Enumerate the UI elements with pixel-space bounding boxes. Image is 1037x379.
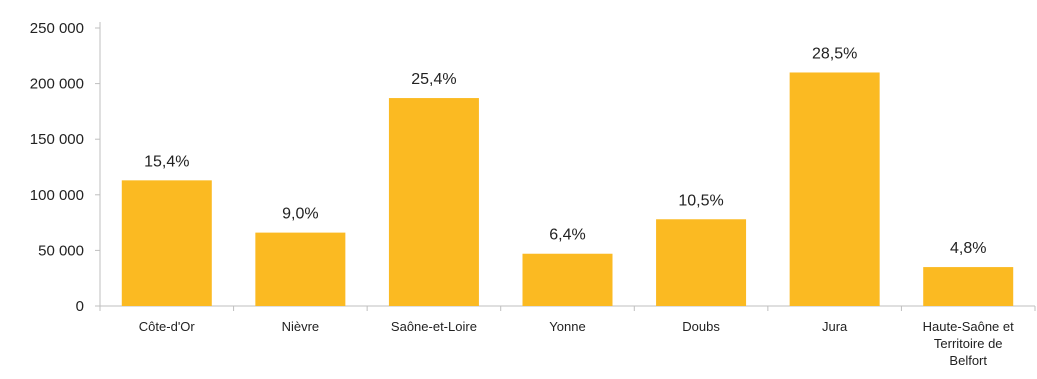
x-category-label-line: Doubs xyxy=(682,319,720,334)
x-category-label: Saône-et-Loire xyxy=(391,319,477,334)
x-category-label: Haute-Saône et Territoire de Belfort xyxy=(923,319,1014,368)
bar xyxy=(255,232,346,306)
bar xyxy=(656,219,747,306)
x-category-label-line: Territoire de xyxy=(934,336,1003,351)
y-tick-label: 50 000 xyxy=(38,242,84,259)
bar xyxy=(789,72,880,306)
y-tick-label: 250 000 xyxy=(30,20,84,37)
x-axis: Côte-d'Or Nièvre Saône-et-Loire Yonne Doubs J… xyxy=(99,305,1036,368)
x-category-label-line: Yonne xyxy=(549,319,585,334)
bar-data-label: 28,5% xyxy=(812,45,857,62)
x-category-label-line: Belfort xyxy=(949,353,987,368)
bars xyxy=(121,72,1014,306)
x-category-label: Nièvre xyxy=(282,319,320,334)
y-tick-label: 100 000 xyxy=(30,187,84,204)
x-category-label: Côte-d'Or xyxy=(139,319,196,334)
x-category-label-line: Haute-Saône et xyxy=(923,319,1014,334)
x-category-label: Doubs xyxy=(682,319,720,334)
x-category-label: Yonne xyxy=(549,319,585,334)
x-category-label: Jura xyxy=(822,319,848,334)
bar xyxy=(388,98,479,306)
bar-data-label: 9,0% xyxy=(282,206,318,223)
bar-data-label: 25,4% xyxy=(411,71,456,88)
bar xyxy=(121,180,212,306)
x-category-label-line: Côte-d'Or xyxy=(139,319,196,334)
bar-data-label: 4,8% xyxy=(950,240,986,257)
y-tick-label: 0 xyxy=(76,298,84,315)
bar-data-label: 6,4% xyxy=(549,227,585,244)
y-tick-label: 150 000 xyxy=(30,131,84,148)
y-tick-label: 200 000 xyxy=(30,76,84,93)
bar xyxy=(522,253,613,306)
x-category-label-line: Saône-et-Loire xyxy=(391,319,477,334)
bar xyxy=(923,267,1014,306)
bar-data-label: 10,5% xyxy=(678,192,723,209)
x-category-label-line: Jura xyxy=(822,319,848,334)
y-axis: 0 50 000 100 000 150 000 200 000 250 000 xyxy=(30,20,101,315)
x-category-label-line: Nièvre xyxy=(282,319,320,334)
bar-data-label: 15,4% xyxy=(144,153,189,170)
data-labels: 15,4% 9,0% 25,4% 6,4% 10,5% 28,5% 4,8% xyxy=(144,45,986,257)
